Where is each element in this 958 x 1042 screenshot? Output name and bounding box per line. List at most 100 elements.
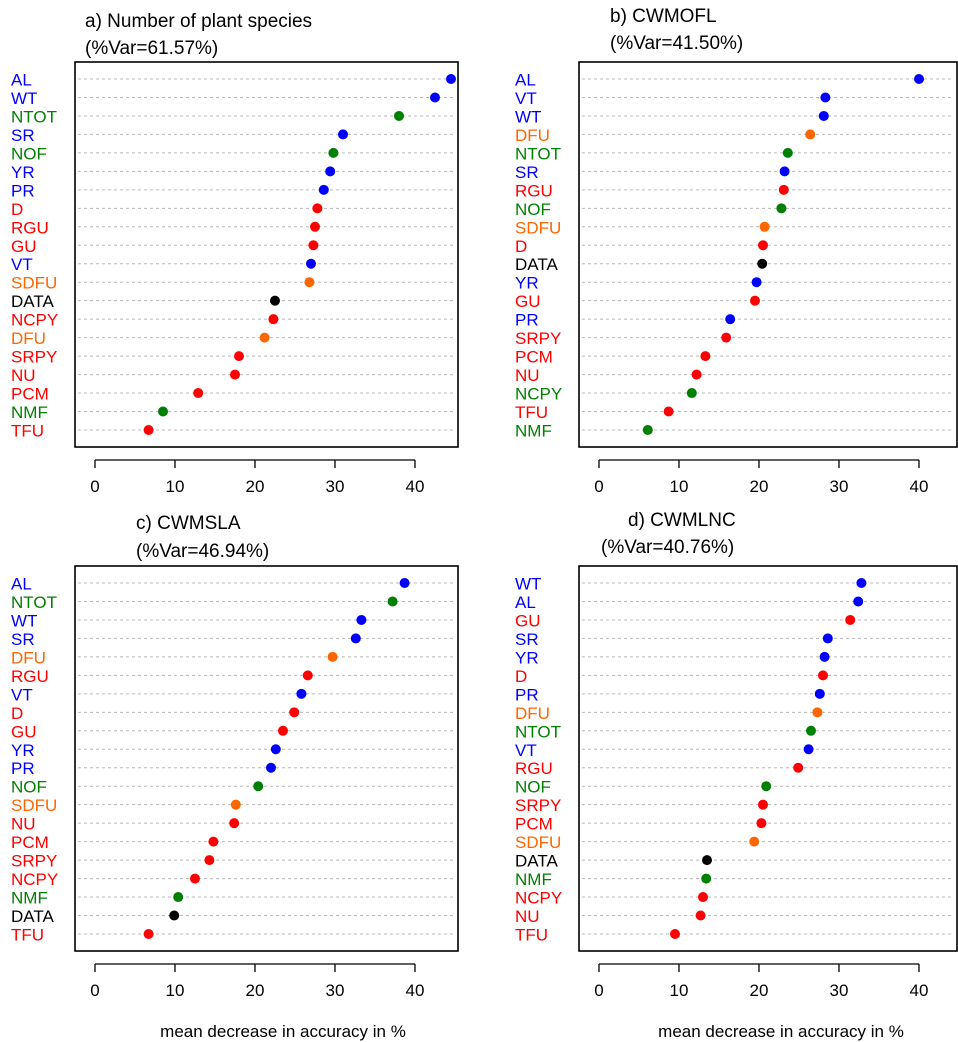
row-label: GU [11,722,37,741]
row-label: DATA [515,852,558,871]
row-label: NCPY [11,311,58,330]
row-label: TFU [515,926,548,945]
data-point [394,110,404,121]
row-label: WT [515,107,541,126]
row-label: NOF [11,144,47,163]
data-point [700,351,711,362]
row-label: SRPY [11,852,57,871]
plot-frame [578,61,958,448]
data-point [208,836,219,847]
x-tick-label: 40 [406,981,425,1000]
row-label: YR [515,274,539,293]
data-point [229,818,240,829]
data-point [686,388,697,399]
panel-title: b) CWMOFL [610,6,717,27]
row-label: NU [515,366,540,385]
row-label: NMF [515,870,552,889]
data-point [779,166,790,177]
x-tick-label: 40 [910,981,929,1000]
row-label: SR [11,126,35,145]
x-tick-label: 0 [90,477,99,496]
row-label: RGU [515,759,553,778]
row-label: NOF [515,200,551,219]
data-point [853,596,864,607]
data-point [805,129,816,140]
data-point [253,781,264,792]
row-label: PCM [11,385,49,404]
x-tick-label: 40 [406,477,425,496]
row-label: NTOT [515,144,561,163]
data-point [758,799,768,810]
data-point [356,614,367,625]
data-point [318,184,329,195]
panel-a: a) Number of plant species (%Var=61.57%)… [11,11,459,496]
plot-frame [74,565,459,952]
row-label: RGU [11,218,49,237]
row-label: PR [11,759,35,778]
data-point [278,725,288,736]
x-tick-label: 10 [670,981,689,1000]
row-label: SDFU [11,796,57,815]
data-point [173,892,184,903]
row-label: NOF [11,778,47,797]
data-point [306,258,316,269]
data-point [698,892,708,903]
panel-subtitle: (%Var=40.76%) [601,537,734,558]
row-label: AL [11,71,32,90]
data-point [856,578,867,588]
data-point [702,855,712,866]
row-label: WT [11,89,37,108]
data-point [670,929,680,939]
row-label: GU [515,611,541,630]
x-tick-label: 30 [830,981,849,1000]
data-point [819,651,830,662]
row-label: AL [11,575,32,594]
data-point [296,688,307,699]
x-tick-label: 30 [830,477,849,496]
data-point [387,596,398,607]
data-point [230,799,241,810]
x-tick-label: 30 [326,981,345,1000]
row-label: PCM [515,815,553,834]
row-label: DATA [11,292,54,311]
row-label: SR [515,630,539,649]
row-label: PR [11,181,35,200]
data-point [721,332,732,343]
x-tick-label: 20 [750,477,769,496]
row-label: DFU [11,648,46,667]
data-point [818,110,829,121]
x-tick-label: 10 [670,477,689,496]
panel-subtitle: (%Var=61.57%) [85,38,218,59]
data-point [327,651,338,662]
data-point [268,314,279,325]
panel-subtitle: (%Var=46.94%) [136,541,269,562]
data-point [143,929,154,939]
x-tick-label: 0 [594,981,603,1000]
row-label: DFU [11,329,46,348]
row-label: TFU [515,403,548,422]
row-label: DATA [515,255,558,274]
data-point [820,92,831,103]
data-point [312,203,323,214]
data-point [845,614,856,625]
data-point [338,129,348,140]
data-point [158,406,168,417]
row-label: VT [11,685,33,704]
row-label: WT [515,575,541,594]
data-point [310,221,320,232]
row-label: VT [11,255,33,274]
data-point [761,781,772,792]
row-label: NTOT [11,593,57,612]
data-point [818,670,828,681]
row-label: RGU [515,181,553,200]
row-label: YR [515,648,539,667]
data-point [234,351,244,362]
data-point [204,855,215,866]
panel-title: a) Number of plant species [85,11,312,32]
data-point [270,744,281,755]
data-point [169,910,180,921]
data-point [822,633,833,644]
x-axis-label: mean decrease in accuracy in % [160,1022,406,1041]
data-point [325,166,336,177]
